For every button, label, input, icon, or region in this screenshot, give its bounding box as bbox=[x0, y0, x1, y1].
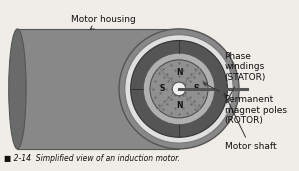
Circle shape bbox=[119, 29, 239, 149]
Text: N: N bbox=[176, 68, 182, 77]
Polygon shape bbox=[17, 29, 179, 149]
Text: S: S bbox=[159, 84, 165, 93]
Wedge shape bbox=[158, 60, 199, 89]
Circle shape bbox=[125, 35, 233, 143]
Wedge shape bbox=[150, 68, 179, 109]
Circle shape bbox=[172, 82, 186, 96]
Text: Motor shaft: Motor shaft bbox=[224, 93, 276, 152]
Text: Motor housing: Motor housing bbox=[71, 15, 136, 30]
Ellipse shape bbox=[9, 29, 26, 149]
Text: Permanent
magnet poles
(ROTOR): Permanent magnet poles (ROTOR) bbox=[203, 83, 286, 125]
Text: N: N bbox=[176, 101, 182, 110]
Wedge shape bbox=[158, 89, 199, 118]
Circle shape bbox=[131, 41, 228, 137]
Text: Phase
windings
(STATOR): Phase windings (STATOR) bbox=[225, 52, 266, 103]
Wedge shape bbox=[179, 68, 208, 109]
Text: ■ 2-14  Simplified view of an induction motor.: ■ 2-14 Simplified view of an induction m… bbox=[4, 154, 180, 163]
Text: S: S bbox=[193, 84, 199, 93]
Circle shape bbox=[143, 53, 215, 125]
